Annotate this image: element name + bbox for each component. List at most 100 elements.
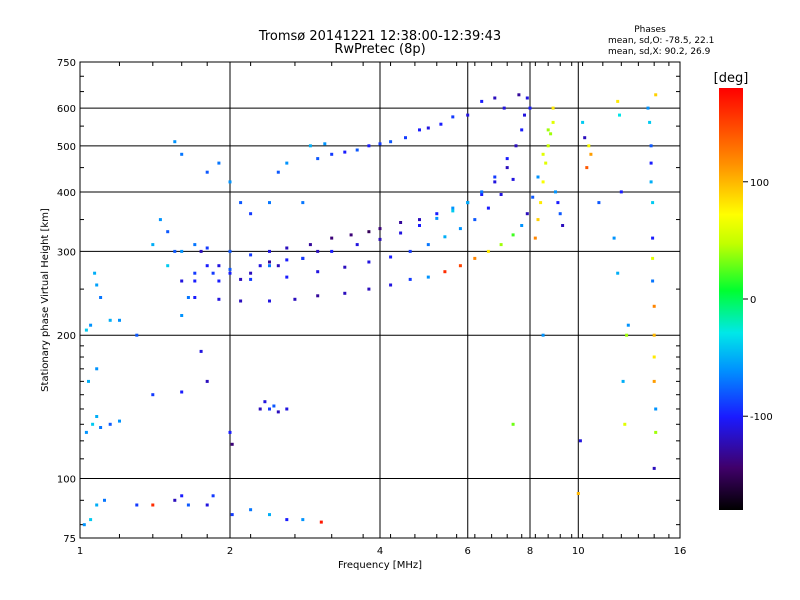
y-tick-label: 500 [57,142,76,153]
data-point [621,379,625,383]
data-point [93,271,97,275]
colorbar-tick-label: 100 [750,178,769,189]
data-point [193,271,197,275]
data-point [597,201,601,205]
x-tick-label: 6 [465,546,471,557]
data-point [211,494,215,498]
data-point [544,161,548,165]
x-tick-label: 2 [227,546,233,557]
data-point [541,333,545,337]
x-tick-label: 8 [527,546,533,557]
data-point [549,132,553,136]
data-point [480,190,484,194]
data-point [258,264,262,268]
data-point [180,314,184,317]
data-point [623,422,627,426]
data-point [285,275,289,279]
data-point [330,249,334,253]
data-point [466,113,470,117]
data-point [249,212,253,216]
data-point [249,508,253,512]
data-point [285,407,289,411]
data-point [276,410,280,414]
data-point [285,161,289,165]
data-point [249,271,253,275]
data-point [439,122,443,126]
data-point [546,144,550,148]
data-point [249,277,253,281]
data-point [316,270,320,274]
data-point [166,230,170,234]
data-point [426,275,430,279]
data-point [480,99,484,103]
data-point [587,144,591,148]
data-point [493,96,497,100]
data-point [95,415,99,418]
data-point [343,265,347,269]
data-point [193,279,197,283]
data-point [180,152,184,156]
data-point [355,243,359,247]
data-point [205,246,209,250]
data-point [612,236,616,240]
data-point [511,233,515,237]
data-point [536,218,540,222]
data-point [186,503,190,507]
data-point [451,209,455,213]
data-point [135,333,139,337]
data-point [228,430,232,434]
data-point [646,106,650,110]
data-point [541,152,545,156]
data-point [451,115,455,119]
data-point [511,177,515,181]
data-point [652,466,656,470]
data-point [211,271,215,275]
data-point [517,93,521,97]
y-tick-label: 750 [57,58,76,69]
data-point [626,323,630,327]
data-point [618,113,621,117]
data-point [378,237,382,241]
data-point [654,93,658,97]
data-point [205,503,209,507]
data-point [499,243,503,247]
data-point [355,148,359,152]
data-point [343,291,347,295]
data-point [654,430,658,434]
data-point [205,170,209,174]
data-point [443,235,447,239]
data-point [180,390,184,394]
data-point [316,157,320,161]
data-point [648,120,652,124]
data-point [399,221,403,224]
data-point [205,264,209,268]
data-point [536,175,540,179]
data-point [217,279,221,283]
data-point [293,297,297,301]
data-point [651,236,655,240]
data-point [533,236,537,240]
data-point [619,190,623,194]
data-point [367,144,371,148]
data-point [458,264,462,268]
data-point [514,144,518,148]
data-point [99,426,103,429]
data-point [502,106,506,110]
data-point [268,201,271,205]
data-point [205,379,209,383]
phases-o-line: mean, sd,O: -78.5, 22.1 [608,36,714,46]
data-point [435,212,439,216]
data-point [378,142,382,146]
data-point [199,349,203,353]
data-point [652,333,656,337]
chart-title: Tromsø 20141221 12:38:00-12:39:43 [258,29,501,44]
data-point [556,201,560,205]
x-tick-label: 10 [572,546,585,557]
x-tick-label: 4 [377,546,383,557]
data-point [89,323,93,327]
y-tick-label: 100 [57,475,76,486]
data-point [268,407,271,411]
data-point [525,96,529,100]
data-point [581,120,585,124]
data-point [285,258,289,262]
